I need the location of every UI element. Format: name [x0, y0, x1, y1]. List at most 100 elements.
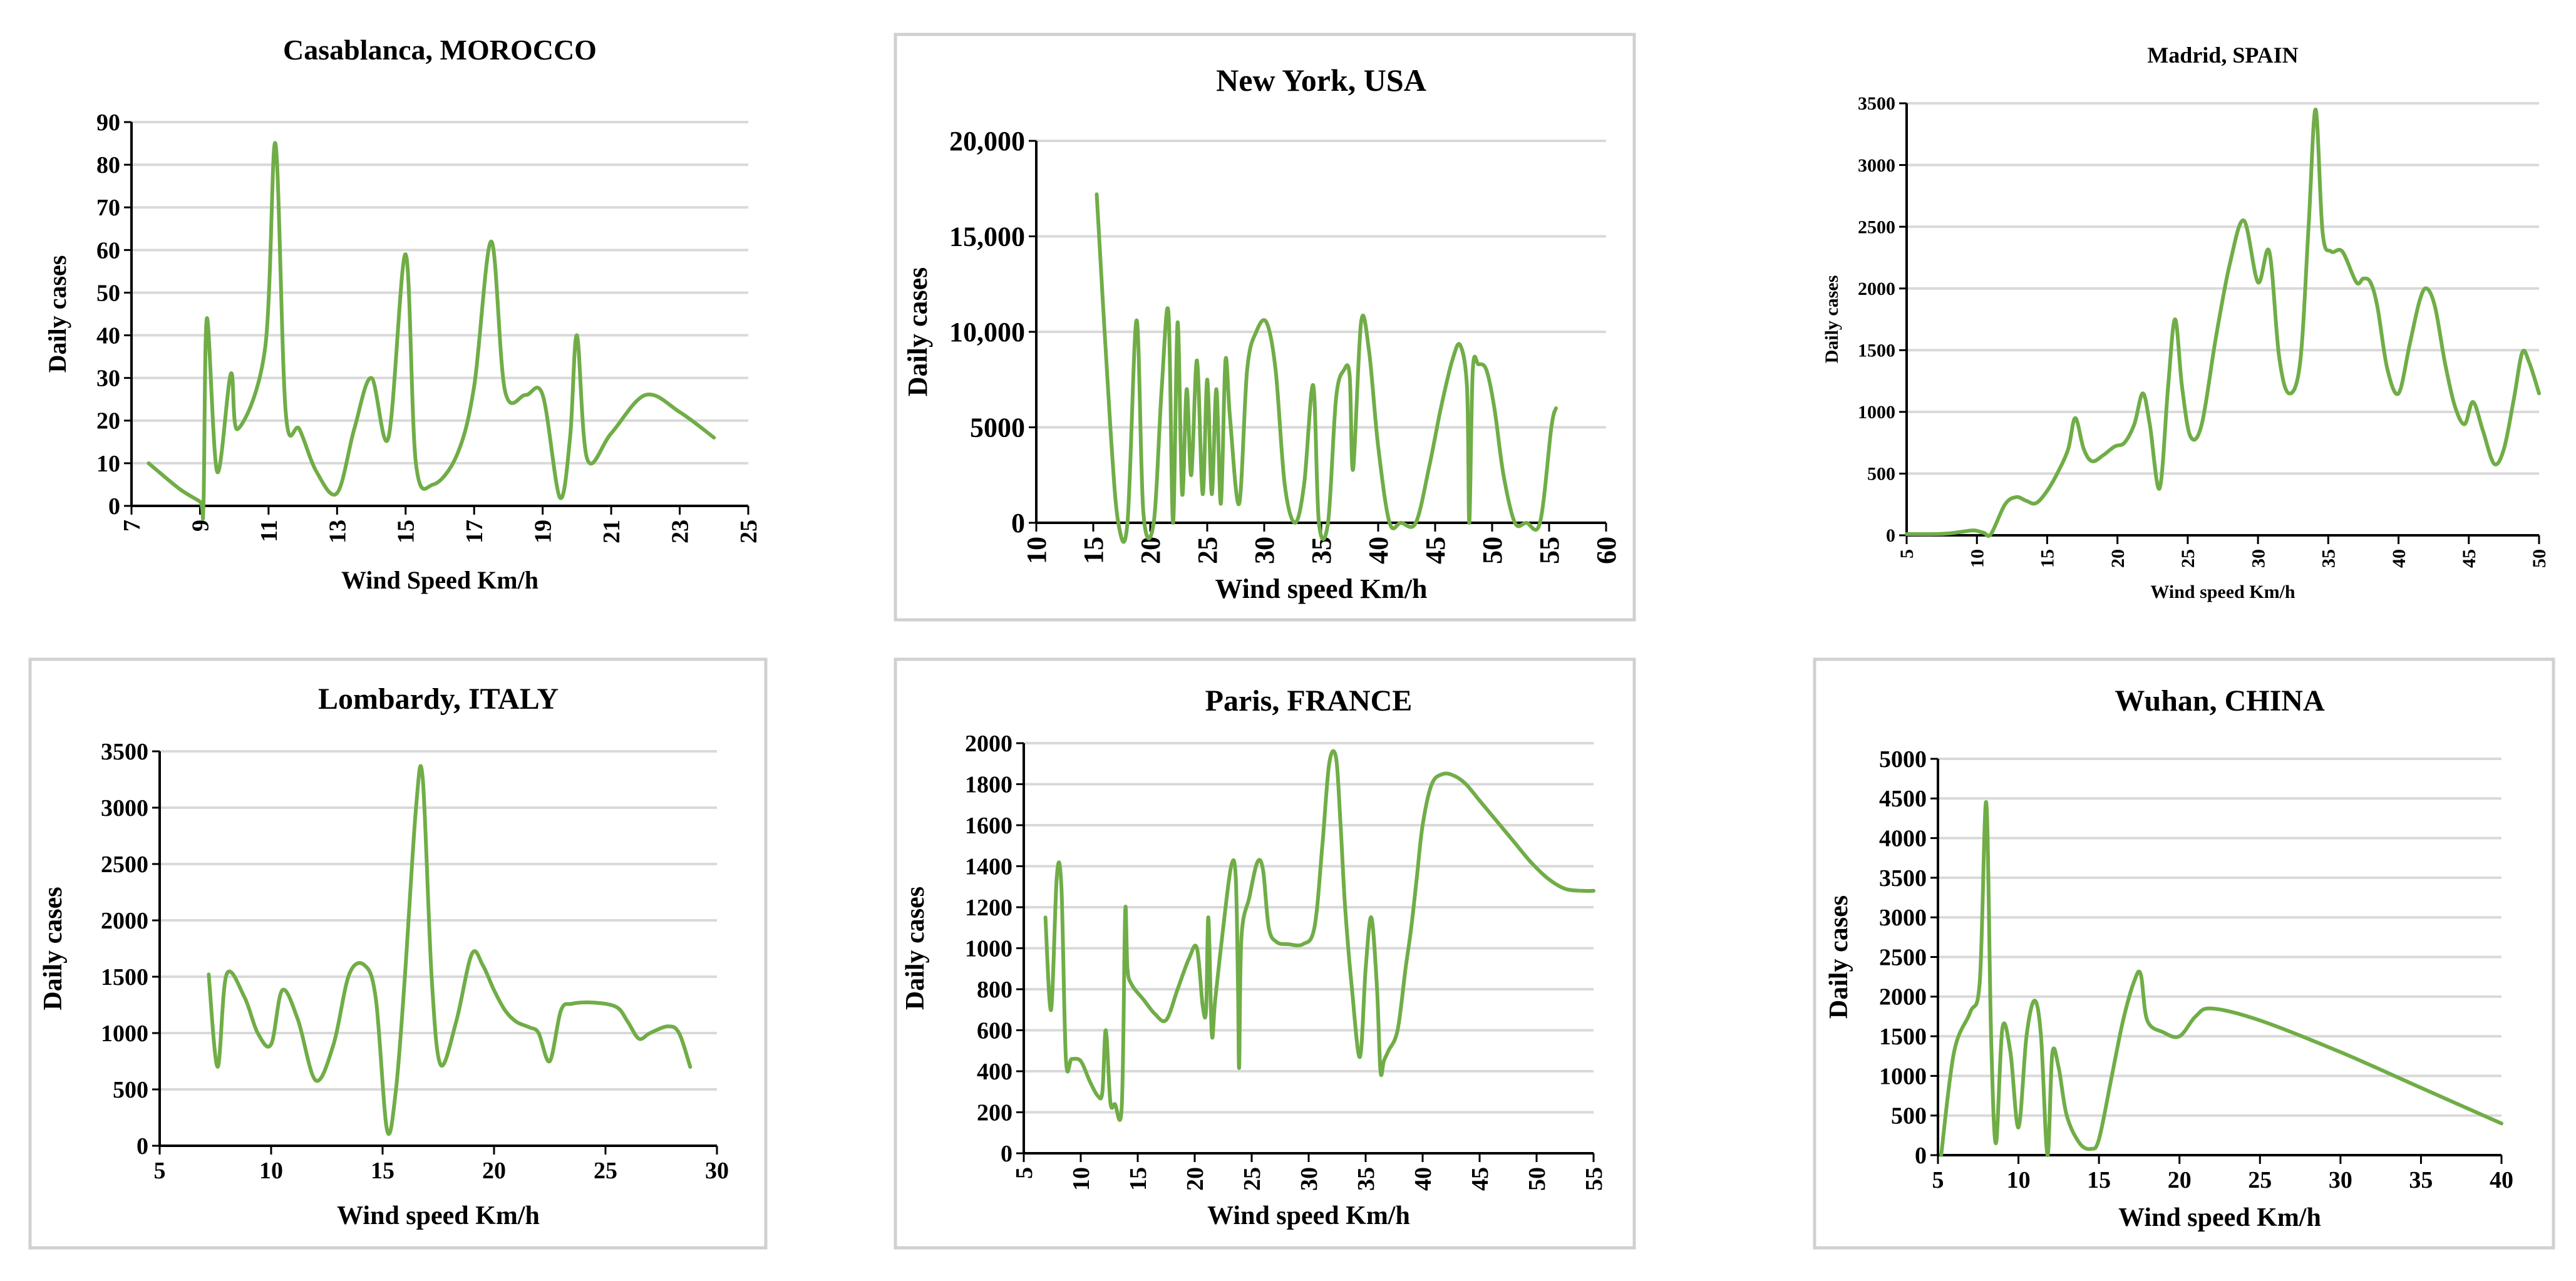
x-tick-label: 5 [1932, 1167, 1944, 1193]
y-tick-label: 400 [977, 1059, 1012, 1085]
y-tick-label: 5000 [970, 412, 1025, 443]
y-tick-label: 500 [1891, 1103, 1927, 1129]
x-tick-label: 35 [2409, 1167, 2433, 1193]
y-tick-label: 5000 [1879, 746, 1927, 773]
x-tick-label: 50 [2529, 549, 2550, 568]
y-tick-label: 2500 [101, 851, 148, 878]
y-tick-label: 1000 [101, 1021, 148, 1047]
x-tick-label: 7 [119, 520, 145, 532]
y-tick-label: 50 [96, 280, 120, 306]
x-tick-label: 25 [1192, 537, 1223, 564]
y-tick-label: 3000 [1879, 905, 1927, 931]
x-tick-label: 40 [2490, 1167, 2513, 1193]
x-tick-label: 40 [1410, 1167, 1436, 1191]
x-tick-label: 30 [1296, 1167, 1322, 1191]
chart-title: Casablanca, MOROCCO [283, 34, 597, 66]
x-tick-label: 45 [1420, 537, 1451, 564]
x-tick-label: 10 [1021, 537, 1052, 564]
x-tick-label: 21 [599, 520, 625, 543]
y-tick-label: 2500 [1858, 217, 1895, 237]
y-axis-label: Daily cases [1825, 895, 1853, 1019]
y-axis-label: Daily cases [901, 887, 930, 1010]
x-tick-label: 15 [2038, 549, 2058, 568]
x-tick-label: 5 [154, 1158, 166, 1184]
series-line [1043, 749, 1595, 1122]
y-tick-label: 20 [96, 408, 120, 435]
chart-frame [894, 33, 1636, 622]
chart-title: Paris, FRANCE [1205, 684, 1413, 718]
x-tick-label: 15 [371, 1158, 394, 1184]
y-tick-label: 1500 [1879, 1024, 1927, 1050]
x-tick-label: 10 [259, 1158, 283, 1184]
y-tick-label: 4000 [1879, 826, 1927, 852]
x-tick-label: 60 [1591, 537, 1622, 564]
y-tick-label: 15,000 [949, 221, 1025, 252]
x-tick-label: 50 [1477, 537, 1508, 564]
x-tick-label: 10 [1967, 549, 1987, 568]
y-tick-label: 30 [96, 366, 120, 392]
y-tick-label: 3500 [101, 739, 148, 765]
x-tick-label: 25 [594, 1158, 617, 1184]
chart-frame [28, 657, 768, 1250]
y-tick-label: 10,000 [949, 317, 1025, 347]
y-axis-label: Daily cases [43, 255, 71, 373]
x-tick-label: 19 [530, 520, 557, 543]
y-tick-label: 2000 [101, 908, 148, 934]
chart-frame [894, 657, 1636, 1250]
x-tick-label: 5 [1011, 1167, 1038, 1179]
y-tick-label: 60 [96, 237, 120, 264]
y-tick-label: 0 [1915, 1143, 1927, 1169]
x-tick-label: 20 [482, 1158, 506, 1184]
x-tick-label: 45 [2459, 549, 2480, 568]
x-axis-label: Wind speed Km/h [1207, 1201, 1410, 1230]
y-tick-label: 2000 [1858, 279, 1895, 299]
y-tick-label: 3000 [101, 795, 148, 821]
series-line [147, 141, 716, 521]
y-tick-label: 200 [977, 1099, 1012, 1126]
y-tick-label: 0 [108, 493, 120, 520]
y-tick-label: 2500 [1879, 944, 1927, 970]
series-line [1095, 192, 1558, 544]
y-tick-label: 1000 [1858, 402, 1895, 423]
chart-title: Wuhan, CHINA [2115, 684, 2325, 718]
x-tick-label: 50 [1524, 1167, 1550, 1191]
y-tick-label: 90 [96, 110, 120, 136]
y-tick-label: 3500 [1858, 93, 1895, 114]
chart-title: New York, USA [1216, 63, 1426, 98]
x-tick-label: 40 [1363, 537, 1394, 564]
y-tick-label: 500 [1867, 464, 1895, 485]
y-tick-label: 4500 [1879, 786, 1927, 812]
y-tick-label: 2000 [965, 731, 1012, 757]
x-tick-label: 30 [2248, 549, 2269, 568]
x-tick-label: 35 [1306, 537, 1337, 564]
chart-panel: Madrid, SPAIN 0 500 1000 1500 2000 2500 3000 350… [1821, 43, 2550, 602]
x-tick-label: 15 [1125, 1167, 1151, 1191]
y-axis-label: Daily cases [39, 887, 68, 1010]
y-tick-label: 3500 [1879, 865, 1927, 892]
y-tick-label: 600 [977, 1017, 1012, 1044]
x-tick-label: 35 [2319, 549, 2339, 568]
x-tick-label: 20 [2108, 549, 2128, 568]
x-tick-label: 55 [1581, 1167, 1607, 1191]
x-tick-label: 9 [187, 520, 214, 532]
x-tick-label: 55 [1534, 537, 1565, 564]
y-axis-label: Daily cases [902, 267, 933, 397]
x-tick-label: 15 [393, 520, 420, 543]
series-line [1905, 107, 2541, 538]
chart-panel: New York, USA 0 5000 10,000 15,000 20,000 10 15… [894, 33, 1636, 622]
x-tick-label: 25 [1239, 1167, 1265, 1191]
y-tick-label: 40 [96, 322, 120, 349]
x-tick-label: 11 [256, 520, 282, 542]
x-axis-label: Wind speed Km/h [1215, 574, 1427, 604]
chart-frame [1813, 657, 2555, 1250]
y-tick-label: 70 [96, 195, 120, 221]
x-tick-label: 40 [2389, 549, 2409, 568]
chart-panel: Lombardy, ITALY 0 500 1000 1500 2000 2500 3000 3… [28, 657, 768, 1250]
y-tick-label: 1400 [965, 853, 1012, 880]
y-tick-label: 800 [977, 977, 1012, 1003]
chart-title: Lombardy, ITALY [318, 682, 559, 716]
x-tick-label: 25 [736, 520, 762, 543]
x-tick-label: 13 [324, 520, 351, 543]
y-tick-label: 1200 [965, 895, 1012, 921]
